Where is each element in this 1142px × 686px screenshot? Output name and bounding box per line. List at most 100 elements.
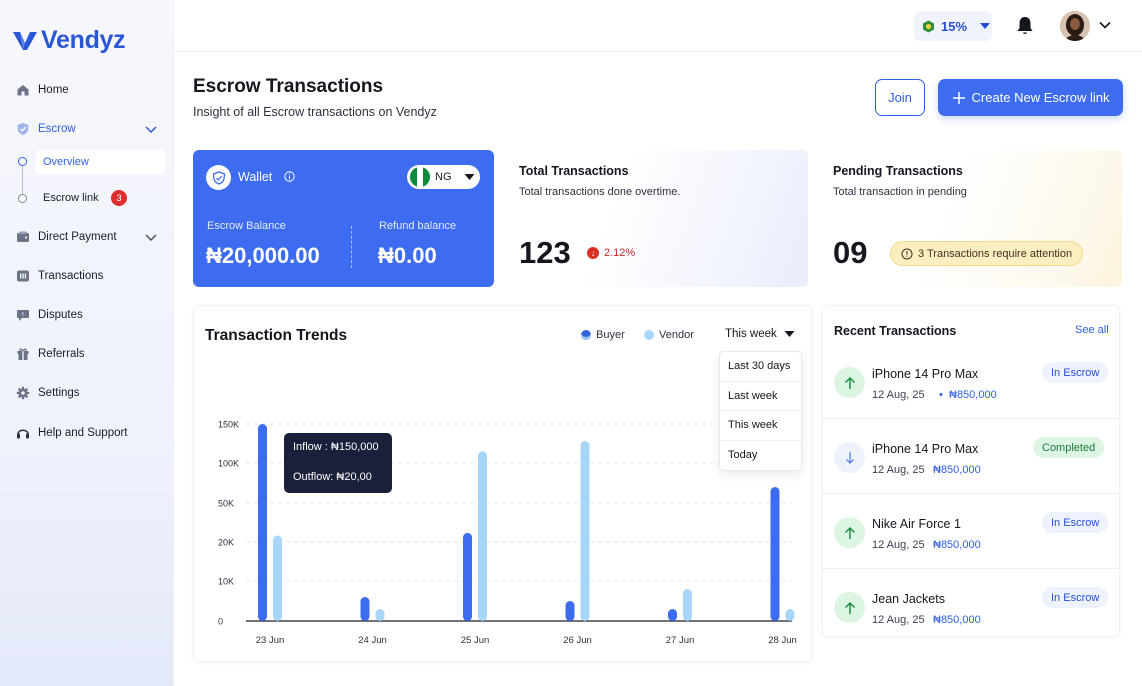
x-tick-label: 24 Jun xyxy=(358,635,387,646)
arrow-up-icon xyxy=(834,517,865,548)
arrow-up-icon xyxy=(834,367,865,398)
status-badge: In Escrow xyxy=(1042,362,1109,383)
x-tick-label: 27 Jun xyxy=(666,635,695,646)
sidebar-item-home[interactable]: Home xyxy=(16,83,69,97)
recent-transactions-panel: Recent Transactions See all iPhone 14 Pr… xyxy=(822,305,1120,637)
sidebar-item-transactions[interactable]: Transactions xyxy=(16,269,103,283)
bullet-separator: • xyxy=(939,389,943,401)
pending-transactions-card: Pending Transactions Total transaction i… xyxy=(821,150,1122,287)
y-tick-label: 20K xyxy=(218,538,234,548)
sidebar: Vendyz Home Escrow Overview Escrow link … xyxy=(0,0,174,686)
total-transactions-card: Total Transactions Total transactions do… xyxy=(507,150,808,287)
sidebar-item-help[interactable]: Help and Support xyxy=(16,426,128,440)
x-tick-label: 23 Jun xyxy=(256,635,285,646)
sidebar-item-label: Disputes xyxy=(38,309,83,321)
total-transactions-subtitle: Total transactions done overtime. xyxy=(519,186,681,198)
topbar xyxy=(174,0,1142,52)
transaction-amount: ₦850,000 xyxy=(949,389,997,401)
total-transactions-value: 123 xyxy=(519,235,571,270)
info-icon[interactable] xyxy=(284,171,295,182)
transaction-name: Jean Jackets xyxy=(872,592,945,606)
tooltip-outflow: Outflow: ₦20,00 xyxy=(293,471,372,483)
status-badge: In Escrow xyxy=(1042,587,1109,608)
legend-buyer: Buyer xyxy=(581,329,625,341)
submenu-active-bg xyxy=(36,150,165,174)
see-all-link[interactable]: See all xyxy=(1075,324,1109,336)
caret-down-icon xyxy=(980,23,991,29)
transaction-row[interactable]: iPhone 14 Pro Max 12 Aug, 25 • ₦850,000 … xyxy=(823,344,1119,419)
period-dropdown[interactable]: This week xyxy=(725,328,795,340)
submenu-item-escrow-link[interactable]: Escrow link xyxy=(43,192,99,204)
period-option[interactable]: Last 30 days xyxy=(720,352,801,382)
sidebar-item-direct-payment[interactable]: Direct Payment xyxy=(16,230,117,244)
notification-bell-icon[interactable] xyxy=(1016,16,1034,36)
period-option[interactable]: This week xyxy=(720,411,801,441)
status-badge: In Escrow xyxy=(1042,512,1109,533)
join-button[interactable]: Join xyxy=(875,79,925,116)
transaction-row[interactable]: iPhone 14 Pro Max 12 Aug, 25 ₦850,000 Co… xyxy=(823,419,1119,494)
plus-icon xyxy=(952,91,965,104)
percentage-dropdown[interactable]: 15% xyxy=(914,11,992,41)
transaction-date: 12 Aug, 25 xyxy=(872,539,925,551)
sidebar-item-label: Transactions xyxy=(38,270,104,282)
sidebar-item-label: Direct Payment xyxy=(38,231,117,243)
arrow-down-icon xyxy=(834,442,865,473)
nigeria-flag-icon xyxy=(410,167,430,187)
attention-badge[interactable]: 3 Transactions require attention xyxy=(890,241,1084,266)
caret-down-icon xyxy=(464,174,474,180)
sidebar-item-disputes[interactable]: ! Disputes xyxy=(16,308,83,322)
period-option[interactable]: Today xyxy=(728,449,758,462)
wallet-title: Wallet xyxy=(238,170,273,184)
shield-check-icon xyxy=(16,122,30,136)
submenu-item-overview[interactable]: Overview xyxy=(43,156,89,168)
arrow-up-icon xyxy=(834,592,865,623)
bar-vendor xyxy=(785,609,795,621)
transaction-row[interactable]: Jean Jackets 12 Aug, 25 ₦850,000 In Escr… xyxy=(823,569,1119,644)
total-transactions-title: Total Transactions xyxy=(519,164,629,178)
transaction-date: 12 Aug, 25 xyxy=(872,614,925,626)
y-tick-label: 10K xyxy=(218,577,234,587)
bar-vendor xyxy=(273,535,282,621)
sidebar-item-label: Escrow xyxy=(38,123,76,135)
chat-icon: ! xyxy=(16,308,30,322)
transaction-date: 12 Aug, 25 xyxy=(872,464,925,476)
chevron-down-icon[interactable] xyxy=(1098,18,1112,32)
bar-vendor xyxy=(478,451,487,621)
legend-vendor-label: Vendor xyxy=(659,329,694,341)
period-selected: This week xyxy=(725,328,777,340)
transaction-trends-chart: 0 10K 20K 50K 100K 150K 23 Jun 24 Jun 25 Jun 26 J… xyxy=(218,420,797,647)
country-code: NG xyxy=(435,171,452,183)
transaction-amount: ₦850,000 xyxy=(933,539,981,551)
sidebar-item-settings[interactable]: Settings xyxy=(16,386,80,400)
period-menu: Last 30 days Last week This week Today xyxy=(719,351,802,471)
gift-icon xyxy=(16,347,30,361)
vendor-legend-dot xyxy=(644,330,654,340)
period-option[interactable]: Last week xyxy=(720,382,801,411)
transaction-date: 12 Aug, 25 xyxy=(872,389,925,401)
create-escrow-link-button[interactable]: Create New Escrow link xyxy=(938,79,1123,116)
bar-vendor xyxy=(580,441,590,621)
badge-icon xyxy=(923,20,934,32)
y-tick-label: 150K xyxy=(218,420,239,430)
recent-transactions-title: Recent Transactions xyxy=(834,324,957,338)
transaction-amount: ₦850,000 xyxy=(933,614,981,626)
chevron-down-icon[interactable] xyxy=(144,230,158,244)
wallet-card: Wallet NG Escrow Balance ₦20,000.00 Refu… xyxy=(193,150,494,287)
sidebar-item-escrow[interactable]: Escrow xyxy=(16,122,76,136)
user-avatar[interactable] xyxy=(1060,11,1090,41)
status-badge: Completed xyxy=(1033,437,1105,458)
wallet-icon xyxy=(16,230,30,244)
bar-buyer xyxy=(770,487,780,621)
sidebar-item-label: Referrals xyxy=(38,348,85,360)
sidebar-item-referrals[interactable]: Referrals xyxy=(16,347,85,361)
chevron-down-icon[interactable] xyxy=(144,122,158,136)
submenu-line xyxy=(22,160,23,200)
transaction-amount: ₦850,000 xyxy=(933,464,981,476)
sidebar-item-label: Settings xyxy=(38,387,80,399)
sidebar-item-label: Home xyxy=(38,84,69,96)
vendyz-logo[interactable]: Vendyz xyxy=(12,26,126,55)
transaction-row[interactable]: Nike Air Force 1 12 Aug, 25 ₦850,000 In … xyxy=(823,494,1119,569)
refund-balance-label: Refund balance xyxy=(379,220,457,232)
wallet-divider xyxy=(351,226,352,268)
country-selector[interactable]: NG xyxy=(407,165,480,189)
